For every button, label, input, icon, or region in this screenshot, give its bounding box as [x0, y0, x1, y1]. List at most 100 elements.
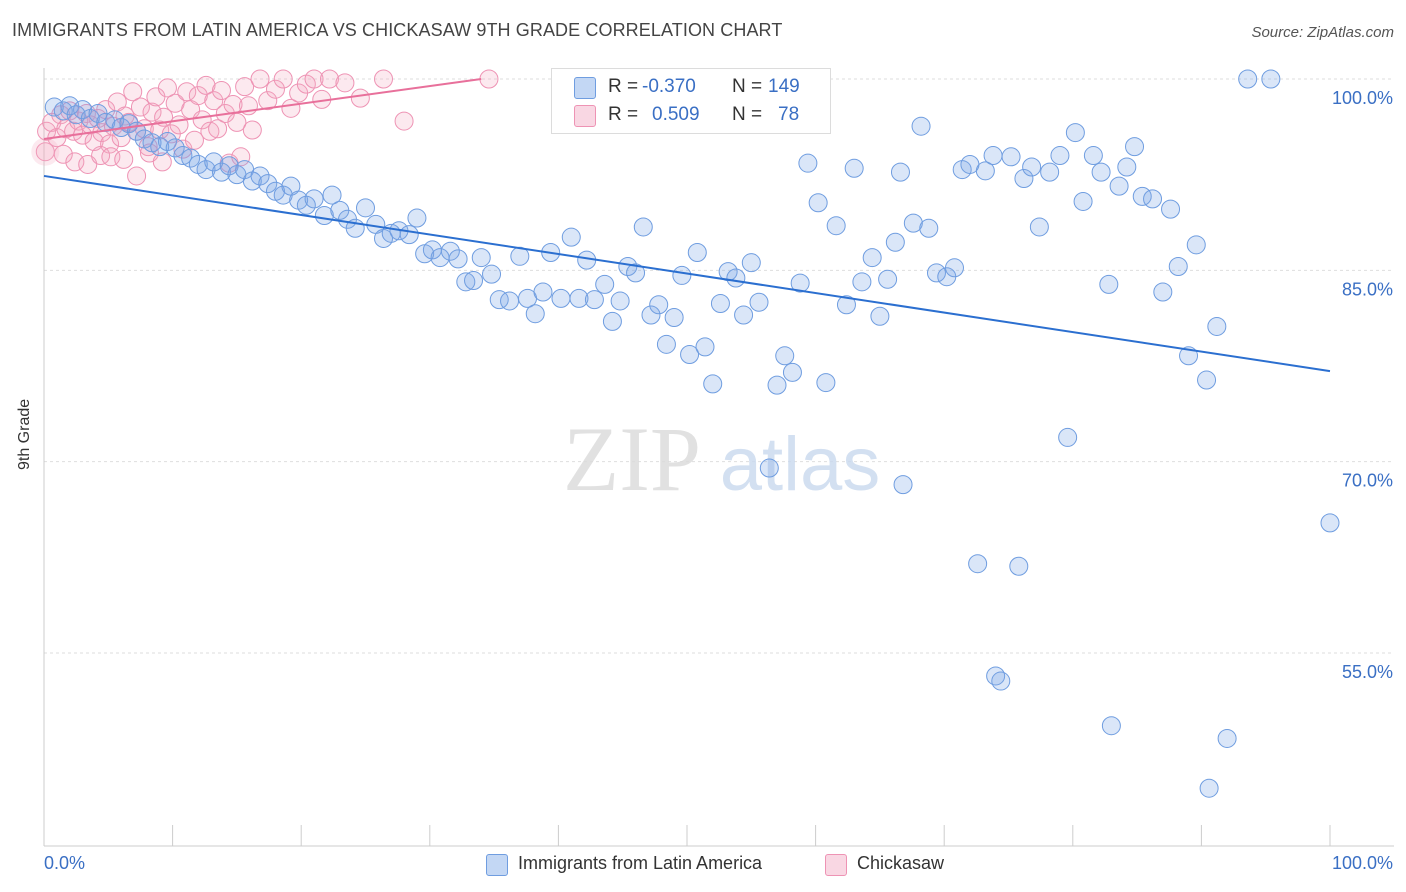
data-point [641, 305, 661, 325]
data-point [790, 273, 810, 293]
data-point [114, 149, 134, 169]
data-point [533, 282, 553, 302]
data-point [1161, 199, 1181, 219]
data-point [250, 69, 270, 89]
data-point [767, 375, 787, 395]
data-point [1199, 778, 1219, 798]
y-tick-label: 70.0% [1342, 471, 1393, 491]
data-point [759, 458, 779, 478]
data-point [399, 225, 419, 245]
data-point [1109, 176, 1129, 196]
data-point [561, 227, 581, 247]
data-point [798, 153, 818, 173]
data-point [734, 305, 754, 325]
data-point [1029, 217, 1049, 237]
data-point [1091, 162, 1111, 182]
data-point [610, 291, 630, 311]
data-point [211, 80, 231, 100]
y-tick-label: 100.0% [1332, 88, 1393, 108]
data-point [181, 148, 201, 168]
data-point [196, 160, 216, 180]
data-point [1217, 728, 1237, 748]
data-point [322, 185, 342, 205]
data-point [991, 671, 1011, 691]
data-point [1117, 157, 1137, 177]
data-point [1261, 69, 1281, 89]
data-point [1065, 123, 1085, 143]
data-point [394, 111, 414, 131]
data-point [204, 91, 224, 111]
data-point [482, 264, 502, 284]
legend-n-value: 78 [778, 104, 800, 125]
data-point [356, 198, 375, 218]
data-point [127, 166, 147, 186]
data-point [1058, 427, 1078, 447]
data-point [584, 290, 604, 310]
data-point [816, 373, 836, 393]
legend-r-value: -0.370 [642, 76, 696, 97]
data-point [152, 152, 172, 172]
legend-n-label: N = [732, 104, 763, 125]
y-tick-label: 55.0% [1342, 662, 1393, 682]
data-point [649, 295, 669, 315]
data-point [1143, 189, 1163, 209]
data-point [157, 78, 177, 98]
data-point [1073, 191, 1093, 211]
data-point [919, 218, 939, 238]
legend-n-label: N = [732, 76, 763, 97]
series-0 [44, 69, 1340, 798]
data-point [569, 288, 589, 308]
data-point [489, 290, 509, 310]
data-point [165, 138, 185, 158]
data-point [53, 101, 73, 121]
legend-r-label: R = [608, 104, 639, 125]
data-point [76, 103, 96, 123]
data-point [242, 120, 262, 140]
data-point [1001, 147, 1021, 167]
data-point [211, 162, 231, 182]
legend-r-label: R = [608, 76, 639, 97]
data-point [37, 121, 57, 141]
chart-title: IMMIGRANTS FROM LATIN AMERICA VS CHICKAS… [12, 20, 783, 40]
data-point [1050, 146, 1070, 166]
data-point [200, 121, 220, 141]
data-point [80, 115, 100, 135]
data-point [464, 271, 484, 291]
data-point [192, 110, 212, 130]
data-point [826, 216, 846, 236]
data-point [66, 105, 86, 125]
watermark-atlas: atlas [720, 422, 881, 507]
data-point [319, 69, 339, 89]
data-point [500, 291, 520, 311]
data-point [975, 161, 995, 181]
data-point [173, 146, 193, 166]
data-point [142, 102, 162, 122]
data-point [890, 162, 910, 182]
data-point [157, 132, 177, 152]
data-point [1014, 168, 1034, 188]
data-point [91, 146, 111, 166]
trend-line-0 [43, 174, 1331, 373]
series-legend-label: Immigrants from Latin America [518, 853, 763, 873]
data-point [1099, 274, 1119, 294]
data-point [968, 554, 988, 574]
data-point [1168, 257, 1188, 277]
data-point [1186, 235, 1206, 255]
data-point [479, 69, 499, 89]
data-point-large [31, 137, 60, 166]
data-point [440, 241, 460, 261]
data-point [374, 69, 394, 89]
data-point [852, 272, 872, 292]
data-point [53, 144, 73, 164]
data-point [695, 337, 715, 357]
series-legend-swatch-pink [825, 854, 847, 876]
data-point [204, 152, 224, 172]
data-point [335, 73, 355, 93]
data-point [844, 158, 864, 178]
data-point [1320, 513, 1340, 533]
data-point [680, 345, 700, 365]
data-point [1009, 556, 1029, 576]
data-point [703, 374, 723, 394]
data-point [633, 217, 653, 237]
